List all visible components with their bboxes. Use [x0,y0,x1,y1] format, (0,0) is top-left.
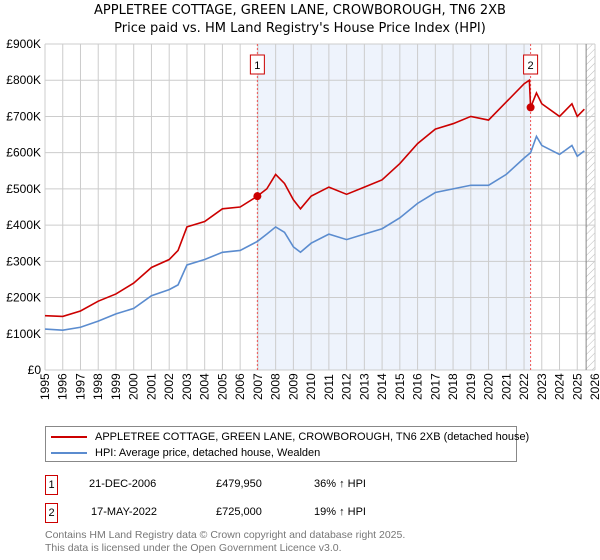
x-tick-label: 2012 [340,373,354,400]
x-tick-label: 2006 [233,373,247,400]
x-tick-label: 2023 [535,373,549,400]
sale-hpi-diff: 36% ↑ HPI [314,478,366,490]
x-tick-label: 1995 [38,373,52,400]
sale-price: £479,950 [216,478,262,490]
sale-marker-label: 2 [528,60,534,72]
x-tick-label: 2005 [215,373,229,400]
x-tick-label: 2002 [162,373,176,400]
y-tick-label: £500K [6,182,41,196]
legend-label: HPI: Average price, detached house, Weal… [95,446,321,459]
x-tick-label: 2003 [180,373,194,400]
footer: Contains HM Land Registry data © Crown c… [45,529,405,555]
series-line-hpi [44,134,585,331]
x-tick-label: 2013 [357,373,371,400]
sale-price: £725,000 [216,506,262,518]
y-tick-label: £0 [28,363,42,377]
y-tick-label: £300K [6,254,41,268]
x-tick-label: 2007 [251,373,265,400]
x-tick-label: 2010 [304,373,318,400]
chart-subtitle: Price paid vs. HM Land Registry's House … [114,21,486,36]
chart-legend: APPLETREE COTTAGE, GREEN LANE, CROWBOROU… [45,426,529,462]
legend-label: APPLETREE COTTAGE, GREEN LANE, CROWBOROU… [95,430,530,443]
y-tick-label: £400K [6,218,41,232]
legend-swatch-red [51,435,87,438]
y-tick-label: £600K [6,146,41,160]
x-tick-label: 2019 [464,373,478,400]
x-tick-label: 2020 [482,373,496,400]
x-tick-label: 2001 [144,373,158,400]
chart-title: APPLETREE COTTAGE, GREEN LANE, CROWBOROU… [94,3,506,18]
sale-point [253,192,262,201]
sale-hpi-diff: 19% ↑ HPI [314,506,366,518]
y-tick-label: £100K [6,327,41,341]
y-tick-label: £900K [6,37,41,51]
y-tick-label: £700K [6,109,41,123]
sale-date: 17-MAY-2022 [91,506,158,518]
x-tick-label: 2004 [198,373,212,400]
x-tick-label: 1998 [91,373,105,400]
x-tick-label: 2009 [286,373,300,400]
x-tick-label: 1997 [73,373,87,400]
x-tick-label: 2014 [375,373,389,400]
x-tick-label: 2026 [588,373,600,400]
x-tick-label: 2008 [269,373,283,400]
x-tick-label: 1999 [109,373,123,400]
footer-copyright: Contains HM Land Registry data © Crown c… [45,529,406,541]
series-line-property [44,78,585,318]
sale-marker-label: 1 [254,60,260,72]
sale-date: 21-DEC-2006 [89,478,157,490]
footer-licence: This data is licensed under the Open Gov… [45,542,342,554]
x-tick-label: 2015 [393,373,407,400]
x-tick-label: 2021 [499,373,513,400]
legend-item-hpi: HPI: Average price, detached house, Weal… [51,445,320,460]
sale-badge: 1 [45,475,58,495]
y-tick-label: £200K [6,291,41,305]
forecast-hatch [586,44,595,370]
y-tick-label: £800K [6,73,41,87]
x-tick-label: 2018 [446,373,460,400]
sale-marker-box [249,54,265,75]
sale-badge: 2 [45,503,58,523]
legend-swatch-blue [51,451,87,454]
sale-point [526,103,535,112]
sale-marker-box [523,54,539,75]
x-tick-label: 2011 [322,374,336,400]
x-tick-label: 2016 [411,373,425,400]
x-tick-label: 2022 [517,373,531,400]
legend-item-property: APPLETREE COTTAGE, GREEN LANE, CROWBOROU… [51,429,529,444]
x-tick-label: 2025 [570,373,584,400]
price-chart: 1995 1996 1997 1998 1999 2000 2001 2002 2003 2004… [6,37,600,400]
x-tick-label: 2000 [127,373,141,400]
x-tick-label: 2024 [553,373,567,400]
x-tick-label: 1996 [56,373,70,400]
x-tick-label: 2017 [428,373,442,400]
